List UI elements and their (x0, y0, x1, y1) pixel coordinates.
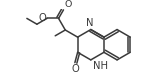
Text: O: O (64, 0, 72, 9)
Text: N: N (86, 18, 94, 28)
Text: O: O (72, 64, 80, 74)
Text: NH: NH (93, 61, 108, 71)
Text: O: O (38, 13, 46, 23)
